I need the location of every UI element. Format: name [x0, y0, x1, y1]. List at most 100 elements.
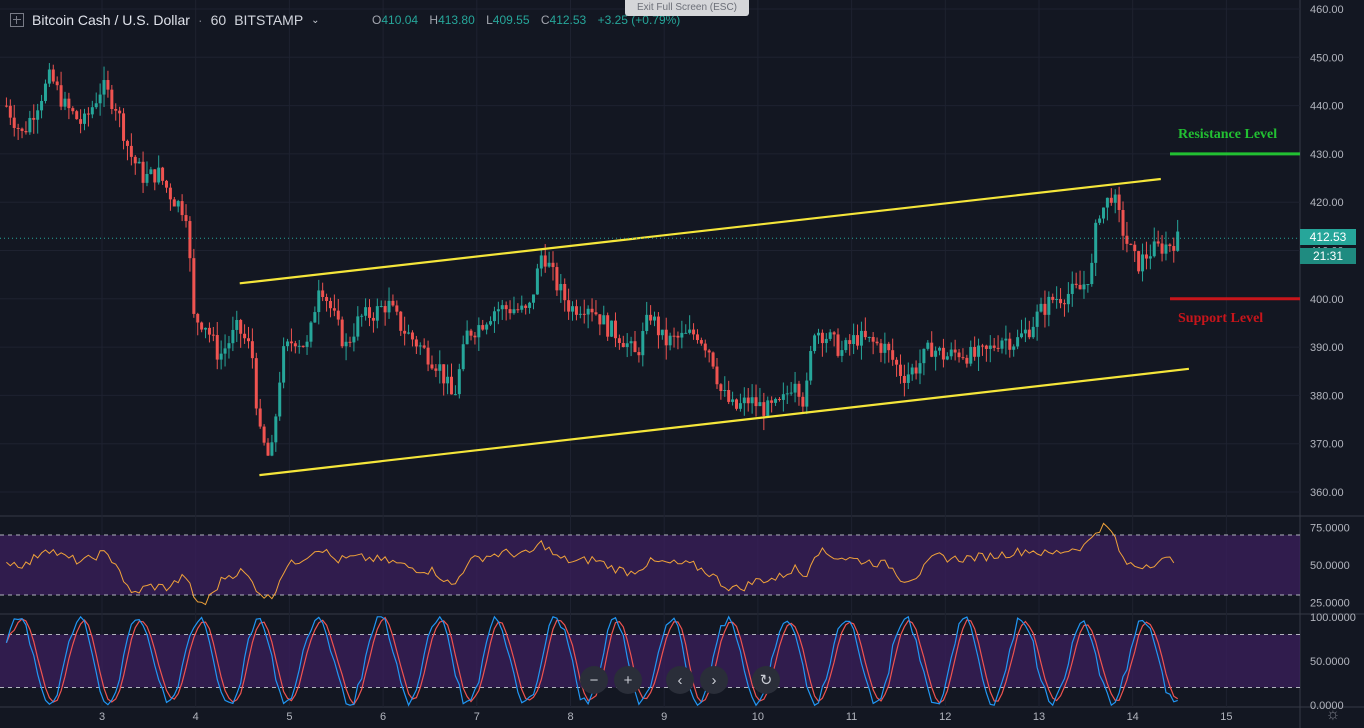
rsi-y-tick-label: 50.0000 [1310, 560, 1350, 572]
candle [992, 338, 996, 352]
zoom-in-button[interactable]: + [614, 666, 642, 694]
candle-body [371, 317, 375, 321]
candle-body [531, 294, 535, 303]
candle-body [453, 394, 457, 396]
candle [563, 278, 567, 312]
x-tick-label: 15 [1220, 711, 1232, 723]
candle [524, 304, 528, 315]
candle-body [914, 367, 918, 374]
ohlc-open-label: O [372, 13, 382, 27]
candle [352, 323, 356, 352]
scroll-right-button[interactable]: › [700, 666, 728, 694]
candle [1105, 197, 1109, 221]
candle-body [688, 329, 692, 333]
symbol-name[interactable]: Bitcoin Cash / U.S. Dollar [32, 12, 190, 28]
y-tick-label: 450.00 [1310, 52, 1344, 64]
candle-body [965, 357, 969, 364]
candle [1148, 244, 1152, 270]
candle [602, 305, 606, 325]
candle-body [332, 308, 336, 311]
candle [1129, 243, 1133, 246]
candle-body [856, 335, 860, 346]
candle [211, 326, 215, 342]
candle-body [594, 312, 598, 315]
candle-body [824, 338, 828, 344]
candle-body [418, 345, 422, 347]
candle [32, 104, 36, 134]
candle [586, 305, 590, 329]
candle-body [547, 262, 551, 267]
candle-body [336, 310, 340, 320]
candle-body [867, 336, 871, 338]
candle-body [574, 306, 578, 315]
candle [438, 350, 442, 384]
candle [418, 342, 422, 355]
candle [1086, 283, 1090, 293]
zoom-out-button[interactable]: − [580, 666, 608, 694]
candle-body [16, 127, 20, 129]
candle [504, 301, 508, 321]
candle [922, 348, 926, 376]
candle-body [922, 348, 926, 364]
candle [731, 391, 735, 406]
reset-icon: ↻ [759, 672, 773, 689]
candle [368, 299, 372, 327]
candle [137, 157, 141, 164]
candle [1101, 207, 1105, 224]
candle-body [910, 367, 914, 375]
candle-body [793, 383, 797, 393]
candle [891, 338, 895, 366]
candle-body [832, 332, 836, 335]
candle [867, 336, 871, 343]
add-symbol-icon[interactable] [10, 13, 24, 27]
candle-body [297, 345, 301, 347]
candle-body [758, 402, 762, 407]
x-tick-label: 12 [939, 711, 951, 723]
candle [910, 363, 914, 381]
candle-body [442, 364, 446, 384]
candle [325, 293, 329, 312]
candle [805, 372, 809, 415]
y-tick-label: 400.00 [1310, 294, 1344, 306]
candle-body [508, 309, 512, 314]
candle [133, 155, 137, 175]
candle-body [735, 399, 739, 409]
rsi-y-tick-label: 25.0000 [1310, 598, 1350, 610]
candle [1094, 219, 1098, 277]
candle-body [590, 308, 594, 313]
candle-body [1109, 197, 1113, 203]
scroll-left-button[interactable]: ‹ [666, 666, 694, 694]
candle-body [1059, 299, 1063, 304]
interval-label[interactable]: 60 [210, 12, 227, 28]
candle-body [1168, 244, 1172, 247]
candle [90, 100, 94, 119]
candle [94, 92, 98, 110]
x-tick-label: 8 [567, 711, 573, 723]
settings-gear-icon[interactable]: ☼ [1325, 706, 1341, 723]
candle-body [473, 335, 477, 338]
exit-fullscreen-button[interactable]: Exit Full Screen (ESC) [625, 0, 749, 16]
candle-body [278, 382, 282, 417]
candle-body [1176, 231, 1180, 251]
candle-body [184, 215, 188, 222]
candle-body [902, 375, 906, 383]
candle-body [926, 342, 930, 349]
bar-countdown-tag: 21:31 [1300, 248, 1356, 264]
candle [477, 317, 481, 351]
candle-body [711, 352, 715, 367]
candle [422, 338, 426, 350]
reset-chart-button[interactable]: ↻ [752, 666, 780, 694]
candle [434, 364, 438, 378]
candle [473, 331, 477, 345]
candle-body [980, 345, 984, 347]
candle-body [692, 329, 696, 335]
exchange-label[interactable]: BITSTAMP [234, 12, 304, 28]
chevron-down-icon[interactable]: ⌄ [311, 14, 320, 26]
candle-body [98, 94, 102, 104]
candlestick-series [4, 63, 1180, 457]
candle-body [180, 201, 184, 216]
candle-body [984, 345, 988, 349]
candle-body [1117, 194, 1121, 211]
candle-body [176, 201, 180, 207]
